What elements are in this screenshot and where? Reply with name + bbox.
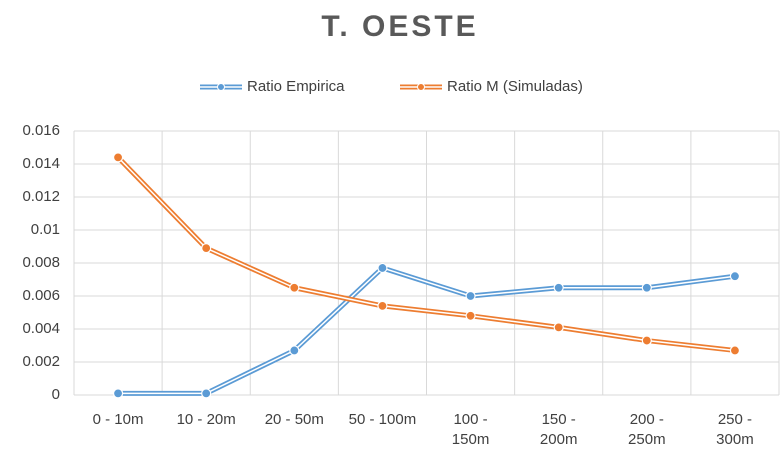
point — [377, 262, 388, 274]
point — [729, 271, 741, 282]
point — [377, 300, 388, 311]
y-tick-label: 0.012 — [22, 188, 60, 205]
point — [641, 282, 652, 293]
x-tick-label: 10 - 20m — [176, 411, 236, 428]
point — [465, 290, 476, 302]
legend-marker — [417, 83, 425, 91]
x-tick-label: 200 - 250m — [628, 411, 666, 448]
point — [112, 152, 124, 163]
point — [201, 388, 212, 399]
series-line-inner — [118, 267, 736, 395]
point — [112, 388, 124, 399]
point — [641, 335, 652, 346]
legend-label: Ratio M (Simuladas) — [447, 78, 583, 95]
y-tick-label: 0.008 — [22, 254, 60, 271]
point — [289, 282, 300, 293]
x-tick-label: 20 - 50m — [264, 411, 324, 428]
x-tick-label: 100 - 150m — [451, 411, 490, 448]
point — [553, 282, 564, 293]
point — [289, 345, 300, 356]
x-tick-label: 0 - 10m — [92, 411, 144, 428]
x-tick-label: 150 - 200m — [539, 411, 578, 448]
y-tick-label: 0.016 — [22, 122, 60, 139]
point — [729, 345, 741, 356]
y-tick-label: 0.014 — [22, 155, 60, 172]
legend-marker — [217, 83, 225, 91]
point — [465, 310, 476, 321]
x-tick-label: 250 - 300m — [716, 411, 754, 448]
y-tick-label: 0.004 — [22, 320, 60, 337]
chart-title: T. OESTE — [321, 10, 478, 43]
y-tick-label: 0.01 — [31, 221, 60, 238]
x-tick-label: 50 - 100m — [348, 411, 417, 428]
y-tick-label: 0.006 — [22, 287, 60, 304]
legend-label: Ratio Empirica — [247, 78, 345, 95]
y-tick-label: 0 — [52, 386, 60, 403]
point — [553, 322, 564, 333]
y-tick-label: 0.002 — [22, 353, 60, 370]
point — [201, 243, 212, 254]
series-line-inner — [117, 156, 736, 352]
